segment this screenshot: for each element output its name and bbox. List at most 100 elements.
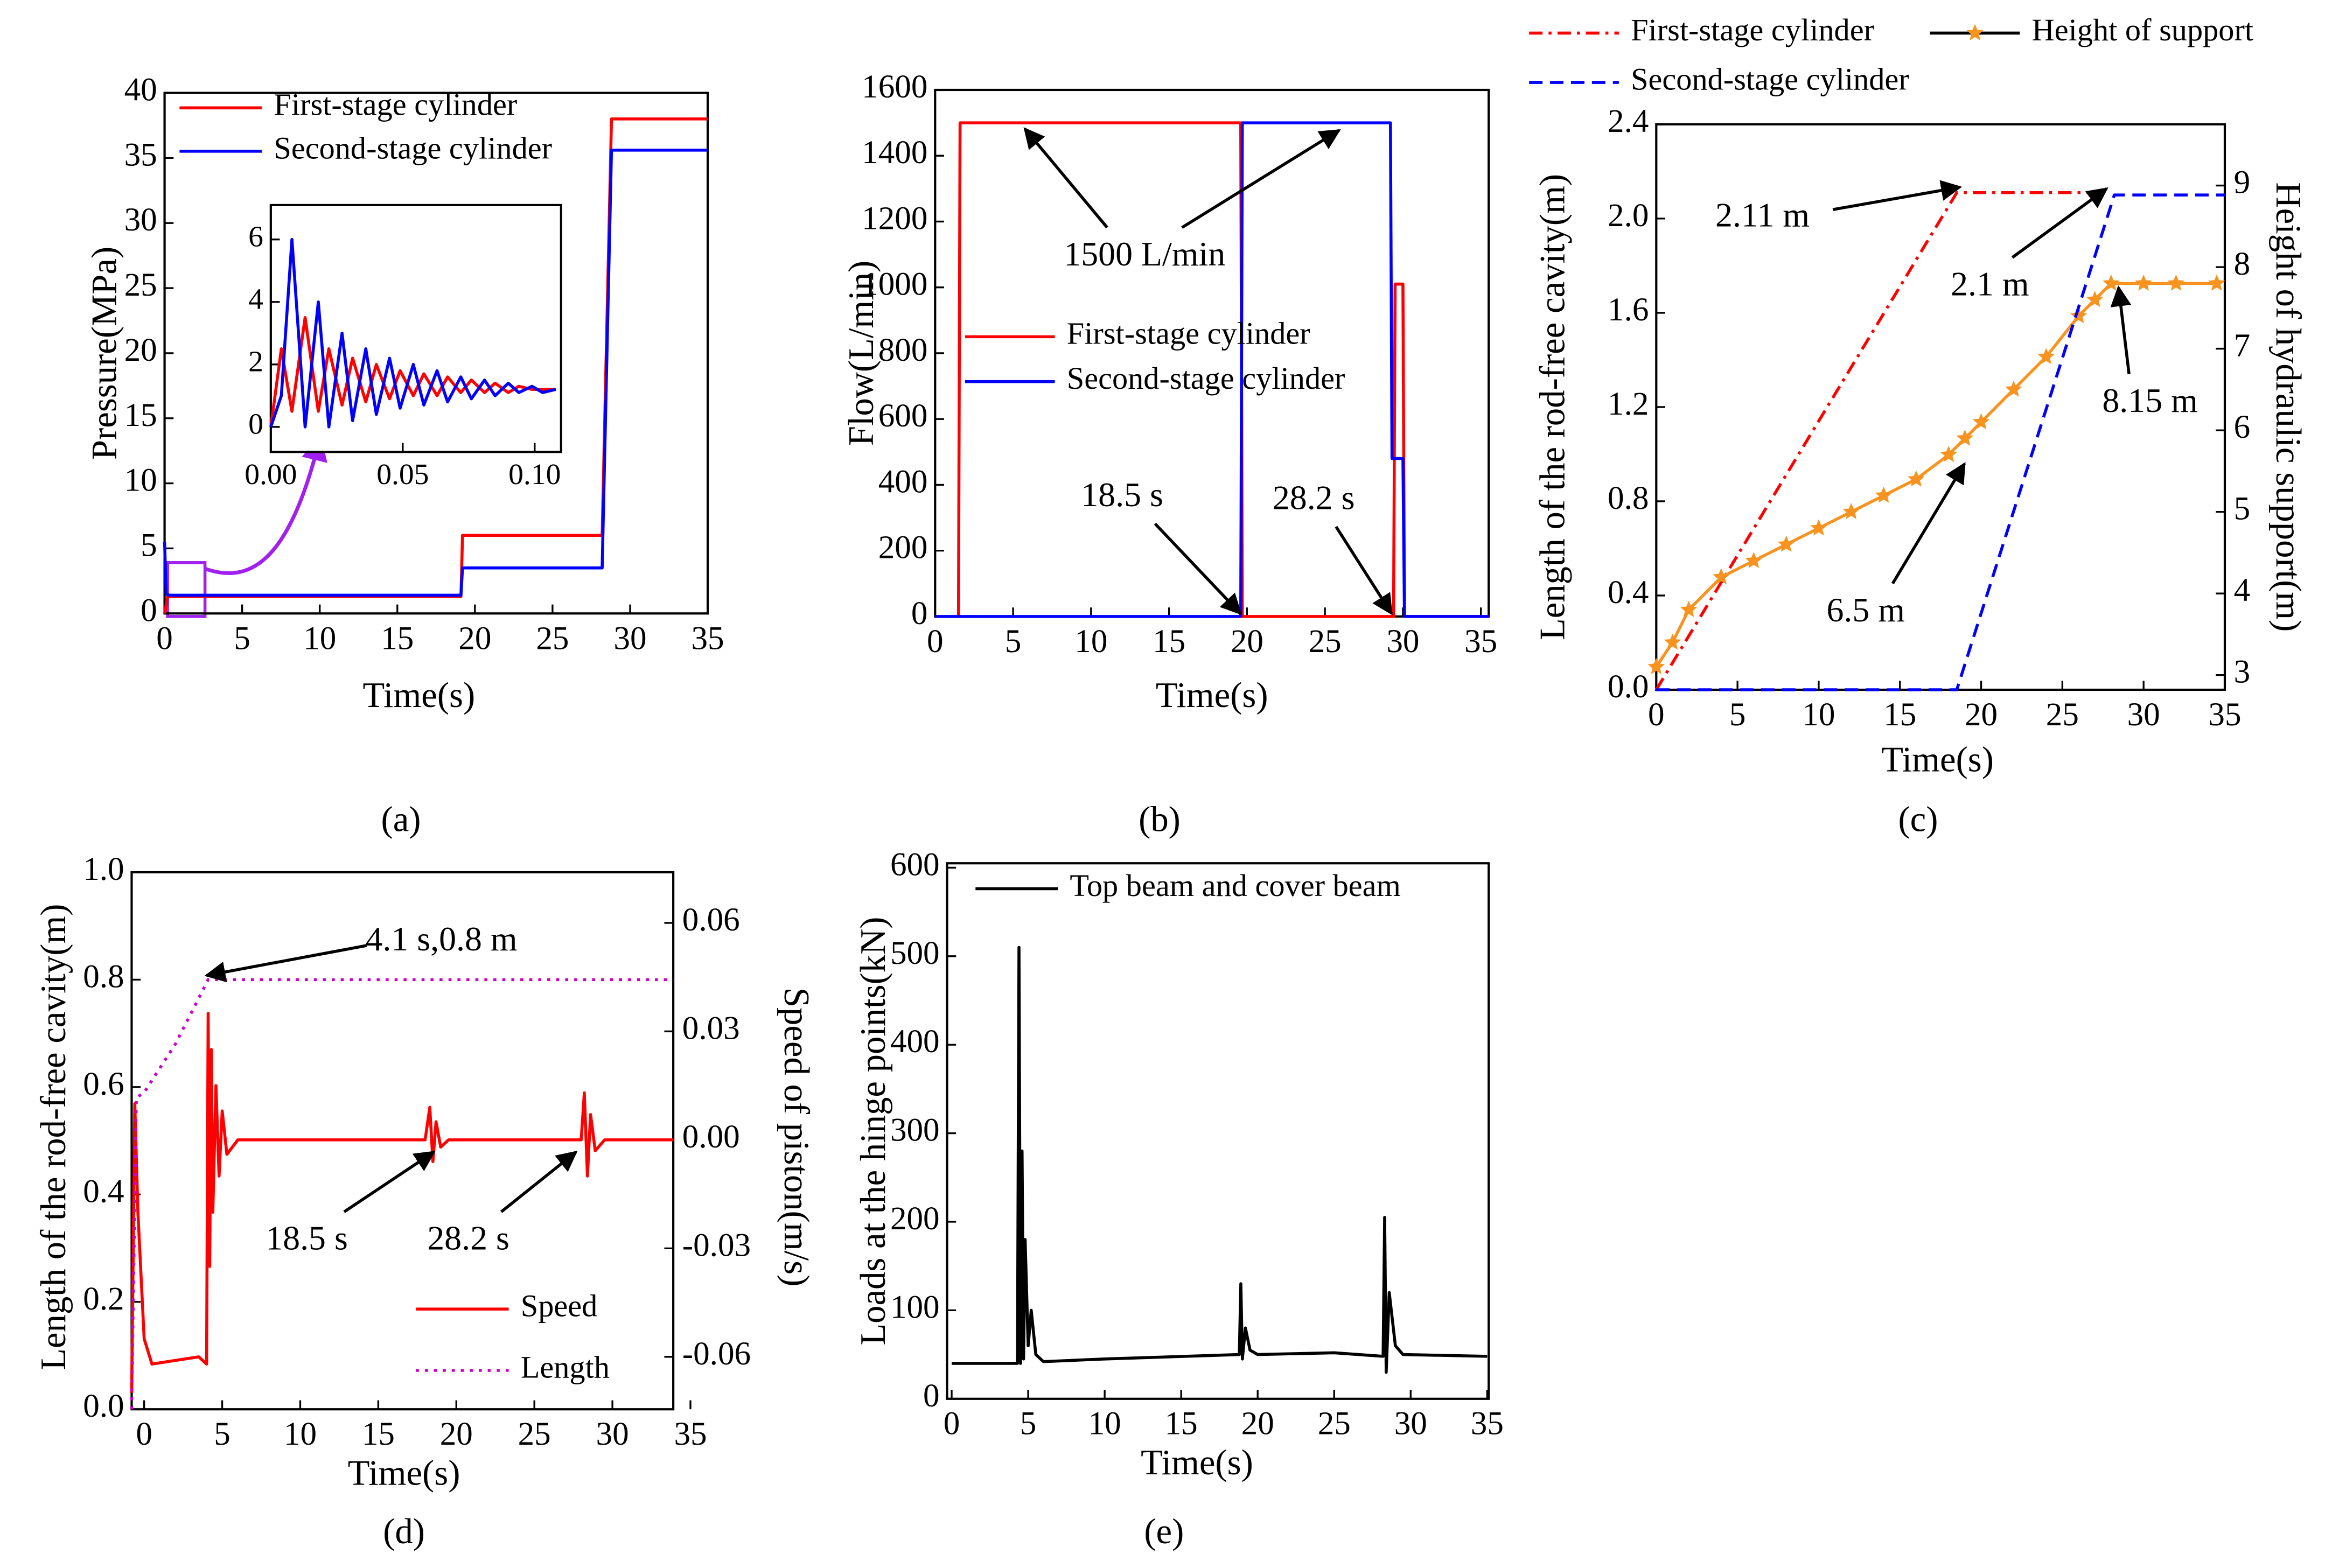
y-tick-label: 25 — [124, 267, 157, 303]
x-tick-label: 0.05 — [376, 458, 429, 491]
x-axis-label: Time(s) — [1156, 676, 1268, 715]
y-tick-label: 0.8 — [1608, 480, 1649, 516]
y-tick-label: 10 — [124, 463, 157, 499]
x-tick-label: 5 — [1729, 697, 1746, 733]
x-tick-label: 30 — [1394, 1406, 1427, 1442]
y-tick-label: 600 — [878, 398, 928, 434]
x-tick-label: 20 — [440, 1416, 473, 1452]
x-tick-label: 30 — [2127, 697, 2160, 733]
y-tick-label: 4 — [248, 283, 263, 316]
annotation-arrow — [1154, 522, 1242, 615]
annotation: 2.1 m — [1951, 264, 2029, 303]
x-tick-label: 25 — [1309, 624, 1342, 660]
x-tick-label: 5 — [214, 1416, 231, 1452]
y-tick-label: 1400 — [862, 135, 927, 171]
x-axis-label: Time(s) — [1881, 740, 1994, 779]
y2-tick-label: 0.00 — [682, 1119, 740, 1155]
star-marker — [1680, 600, 1698, 617]
legend-label: Second-stage cylinder — [1631, 61, 1909, 96]
x-tick-label: 0 — [136, 1416, 152, 1452]
y-tick-label: 400 — [890, 1024, 940, 1060]
panel-label: (d) — [383, 1512, 425, 1551]
x-tick-label: 0 — [944, 1406, 960, 1442]
plot-frame — [946, 862, 1490, 1400]
y-tick-label: 1000 — [862, 267, 927, 303]
y-tick-label: 40 — [124, 72, 157, 108]
x-tick-label: 10 — [303, 620, 336, 656]
star-marker — [1745, 551, 1763, 569]
y2-tick-label: 8 — [2234, 246, 2251, 282]
legend-marker — [1966, 24, 1984, 41]
y-tick-label: 100 — [890, 1289, 940, 1325]
y-tick-label: 0.6 — [83, 1066, 124, 1102]
y2-tick-label: 0.06 — [682, 902, 740, 938]
y-tick-label: 500 — [890, 935, 940, 971]
star-marker — [2037, 348, 2055, 365]
y-tick-label: 2.0 — [1608, 198, 1649, 234]
x-tick-label: 30 — [1386, 624, 1419, 660]
annotation: 18.5 s — [1081, 475, 1163, 514]
annotation-arrow — [2011, 187, 2108, 259]
x-tick-label: 15 — [1883, 697, 1916, 733]
annotation-arrow — [1335, 526, 1393, 615]
y-tick-label: 0 — [923, 1378, 940, 1414]
star-marker — [1777, 535, 1795, 552]
star-marker — [1664, 633, 1681, 650]
y2-tick-label: -0.03 — [682, 1227, 751, 1263]
panel-label: (e) — [1144, 1512, 1184, 1551]
y-tick-label: 0 — [141, 592, 157, 628]
x-tick-label: 20 — [1241, 1406, 1274, 1442]
x-tick-label: 35 — [2208, 697, 2241, 733]
x-tick-label: 25 — [2046, 697, 2079, 733]
x-tick-label: 10 — [1088, 1406, 1121, 1442]
y2-axis-label: Speed of piston(m/s) — [777, 988, 816, 1286]
series-line — [163, 149, 708, 597]
x-tick-label: 0.00 — [245, 458, 297, 491]
panel-label: (b) — [1139, 800, 1181, 839]
y-tick-label: 1600 — [862, 69, 927, 105]
y2-tick-label: 9 — [2234, 165, 2251, 201]
y-axis-label: Pressure(MPa) — [85, 247, 124, 460]
y2-tick-label: 4 — [2234, 572, 2251, 608]
x-tick-label: 25 — [518, 1416, 551, 1452]
x-tick-label: 30 — [596, 1416, 629, 1452]
x-axis-label: Time(s) — [363, 676, 476, 715]
annotation-arrow — [204, 944, 367, 983]
y-tick-label: 15 — [124, 397, 157, 433]
legend-label: Speed — [521, 1288, 598, 1323]
y-tick-label: 0.8 — [83, 958, 124, 995]
star-marker — [2167, 274, 2185, 291]
star-marker — [2086, 291, 2104, 307]
series-line — [269, 316, 556, 428]
x-tick-label: 20 — [458, 620, 491, 656]
annotation: 28.2 s — [1273, 479, 1355, 517]
annotation-arrow — [1891, 462, 1966, 585]
x-tick-label: 0 — [156, 620, 173, 656]
star-marker — [2070, 307, 2087, 324]
star-marker — [1956, 429, 1974, 446]
y2-tick-label: 0.03 — [682, 1010, 740, 1046]
y-tick-label: 300 — [890, 1112, 940, 1149]
zoom-box — [166, 561, 207, 618]
y-tick-label: 0.4 — [83, 1173, 124, 1209]
y-tick-label: 6 — [248, 220, 263, 253]
legend-label: First-stage cylinder — [1067, 316, 1310, 351]
y-axis-label: Length of the rod-free cavity(m) — [34, 904, 73, 1370]
annotation: 28.2 s — [427, 1219, 509, 1257]
legend-label: Height of support — [2032, 12, 2254, 47]
x-tick-label: 30 — [613, 620, 646, 656]
legend-label: First-stage cylinder — [274, 87, 517, 122]
star-marker — [1908, 470, 1925, 487]
annotation-arrow — [343, 1151, 436, 1213]
star-marker — [1810, 519, 1827, 536]
y-tick-label: 200 — [878, 530, 928, 566]
legend-label: First-stage cylinder — [1631, 12, 1874, 47]
y-tick-label: 1200 — [862, 200, 927, 236]
star-marker — [2005, 380, 2022, 397]
y2-tick-label: 7 — [2234, 328, 2251, 364]
y-tick-label: 1.2 — [1608, 386, 1649, 422]
x-tick-label: 5 — [1020, 1406, 1037, 1442]
x-tick-label: 25 — [536, 620, 569, 656]
